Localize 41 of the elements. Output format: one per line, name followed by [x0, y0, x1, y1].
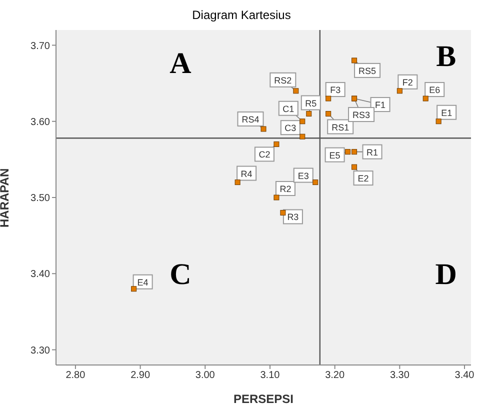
series-label: C2 [258, 150, 270, 160]
series-label: E2 [358, 174, 369, 184]
x-tick-label: 3.40 [454, 370, 475, 382]
x-tick-label: 3.00 [195, 370, 216, 382]
annotation: C [168, 258, 192, 292]
series-label: F3 [330, 85, 341, 96]
series-label: R4 [240, 168, 252, 179]
series-label: RS1 [332, 122, 350, 132]
series-label: E6 [429, 85, 440, 96]
series-label: R1 [366, 147, 378, 158]
y-tick-label: 3.40 [30, 269, 50, 280]
y-axis-title: HARAPAN [0, 168, 12, 228]
series-label: E5 [329, 150, 340, 160]
series-label: C1 [282, 104, 294, 114]
x-tick-label: 2.80 [66, 370, 86, 382]
series-label: F2 [402, 77, 413, 88]
x-tick-label: 3.10 [260, 370, 280, 382]
series-label: R3 [287, 212, 299, 222]
series-label: E3 [298, 170, 309, 181]
series-label: RS4 [242, 114, 260, 124]
series-label: RS5 [358, 66, 376, 76]
annotation: D [434, 258, 458, 292]
annotation: B [435, 40, 458, 74]
y-tick-label: 3.70 [30, 40, 50, 52]
x-tick-label: 2.90 [130, 370, 150, 382]
series-label: RS3 [352, 110, 370, 120]
text: F1 [375, 100, 386, 110]
y-tick-label: 3.50 [30, 193, 50, 204]
series-label: E4 [137, 277, 148, 288]
annotation: A [168, 46, 192, 81]
y-tick-label: 3.60 [30, 116, 50, 128]
series-label: E1 [441, 108, 452, 118]
x-axis-title: PERSEPSI [233, 392, 294, 405]
y-tick-label: 3.30 [30, 345, 50, 356]
series-label: R2 [280, 184, 292, 194]
x-tick-label: 3.30 [390, 370, 410, 382]
series-label: C3 [284, 123, 296, 134]
series-label: R5 [305, 98, 317, 108]
series-label: RS2 [274, 75, 292, 86]
chart-title: Diagram Kartesius [191, 8, 292, 22]
x-tick-label: 3.20 [325, 370, 345, 382]
